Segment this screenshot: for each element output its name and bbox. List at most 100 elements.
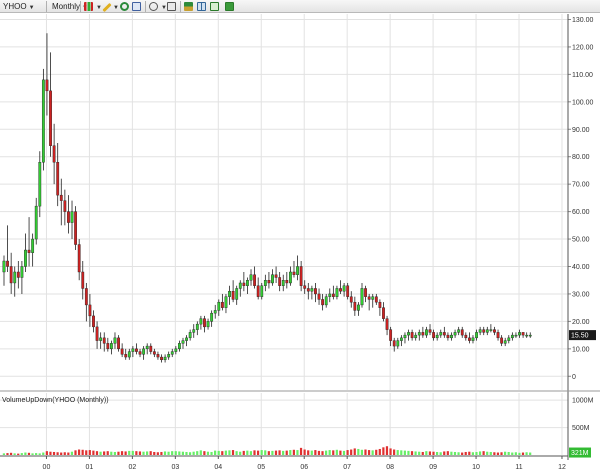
- candle-body: [278, 277, 282, 286]
- volume-bar: [242, 450, 245, 455]
- volume-bar: [228, 450, 231, 455]
- x-tick-label: 03: [171, 464, 179, 471]
- candle-body: [63, 200, 67, 212]
- candle-body: [410, 332, 414, 339]
- candle-body: [396, 340, 400, 347]
- candle-body: [9, 266, 13, 284]
- volume-bar: [264, 450, 267, 455]
- candle-body: [6, 260, 9, 267]
- symbol-selector[interactable]: YHOO ▼: [3, 1, 35, 12]
- volume-bar: [35, 453, 38, 455]
- candle-body: [45, 79, 49, 92]
- chevron-down-icon[interactable]: ▼: [96, 5, 102, 11]
- volume-bar: [435, 451, 439, 455]
- candle-body: [460, 329, 464, 336]
- volume-bar: [446, 451, 449, 455]
- candle-body: [106, 343, 110, 350]
- current-price-badge: [569, 330, 596, 341]
- chevron-down-icon[interactable]: ▼: [161, 5, 167, 11]
- candle-body: [242, 282, 246, 286]
- chevron-down-icon[interactable]: ▼: [113, 5, 119, 11]
- crosshair-icon[interactable]: [120, 2, 129, 11]
- search-icon[interactable]: [167, 2, 176, 11]
- candle-body: [274, 274, 278, 278]
- candle-body: [371, 296, 375, 300]
- candle-body: [296, 266, 299, 275]
- candle-body: [450, 334, 453, 339]
- zoom-icon[interactable]: [149, 2, 158, 11]
- volume-bar: [203, 451, 206, 455]
- current-volume-label: 321M: [571, 450, 589, 457]
- grid-icon[interactable]: [197, 2, 206, 11]
- candle-body: [457, 329, 461, 333]
- volume-bar: [85, 450, 88, 455]
- candle-body: [478, 329, 482, 333]
- volume-bar: [196, 451, 199, 455]
- candle-body: [346, 285, 350, 297]
- volume-bar: [188, 452, 192, 455]
- volume-bar: [403, 450, 406, 455]
- candle-body: [127, 351, 131, 358]
- candle-body: [421, 332, 425, 336]
- candle-body: [407, 332, 410, 336]
- volume-bar: [99, 451, 102, 455]
- candle-body: [70, 211, 74, 223]
- candle-body: [285, 280, 289, 284]
- candle-body: [135, 348, 138, 352]
- candle-body: [220, 301, 224, 308]
- volume-bar: [185, 451, 188, 455]
- cursor-icon[interactable]: [132, 2, 141, 11]
- candle-body: [475, 332, 478, 339]
- export-icon[interactable]: [225, 2, 234, 11]
- toolbar-divider: [80, 1, 81, 12]
- candle-body: [59, 194, 63, 201]
- volume-bar: [92, 450, 95, 455]
- volume-bar: [77, 449, 81, 455]
- candle-body: [253, 274, 256, 286]
- candle-body: [342, 285, 346, 292]
- candle-body: [525, 334, 529, 337]
- volume-bar: [521, 452, 525, 455]
- volume-bar: [296, 450, 299, 455]
- volume-bar: [60, 452, 63, 455]
- volume-bar: [231, 450, 235, 455]
- candle-body: [374, 296, 378, 303]
- volume-bar: [56, 452, 59, 455]
- candle-body: [20, 266, 24, 278]
- volume-bar: [95, 451, 99, 455]
- volume-bar: [199, 450, 202, 455]
- y-tick-label: 60.00: [572, 209, 590, 216]
- volume-bar: [486, 451, 489, 455]
- y-tick-label: 90.00: [572, 127, 590, 134]
- volume-bar: [138, 451, 142, 455]
- volume-tick-label: 1000M: [572, 398, 594, 405]
- volume-bar: [432, 451, 435, 455]
- candle-body: [117, 337, 120, 350]
- volume-bar: [357, 448, 360, 455]
- candlestick-chart-icon[interactable]: [84, 2, 93, 11]
- volume-bar: [113, 451, 116, 455]
- volume-bar: [346, 450, 349, 455]
- layout-icon[interactable]: [184, 2, 193, 11]
- candle-body: [414, 334, 418, 339]
- candle-body: [170, 351, 174, 355]
- y-tick-label: 120.00: [572, 44, 594, 51]
- y-tick-label: 30.00: [572, 291, 590, 298]
- candle-body: [167, 354, 171, 358]
- y-tick-label: 20.00: [572, 319, 590, 326]
- volume-bar: [418, 451, 421, 455]
- candle-body: [439, 332, 443, 336]
- candle-body: [102, 337, 106, 344]
- table-icon[interactable]: [210, 2, 219, 11]
- x-tick-label: 10: [472, 464, 480, 471]
- candle-body: [521, 332, 525, 336]
- volume-bar: [385, 446, 389, 455]
- volume-bar: [163, 451, 167, 455]
- volume-bar: [482, 451, 485, 455]
- volume-bar: [120, 451, 124, 455]
- candle-body: [267, 280, 271, 284]
- volume-bar: [106, 451, 109, 455]
- current-price-label: 15.50: [571, 333, 589, 340]
- candle-body: [81, 271, 85, 289]
